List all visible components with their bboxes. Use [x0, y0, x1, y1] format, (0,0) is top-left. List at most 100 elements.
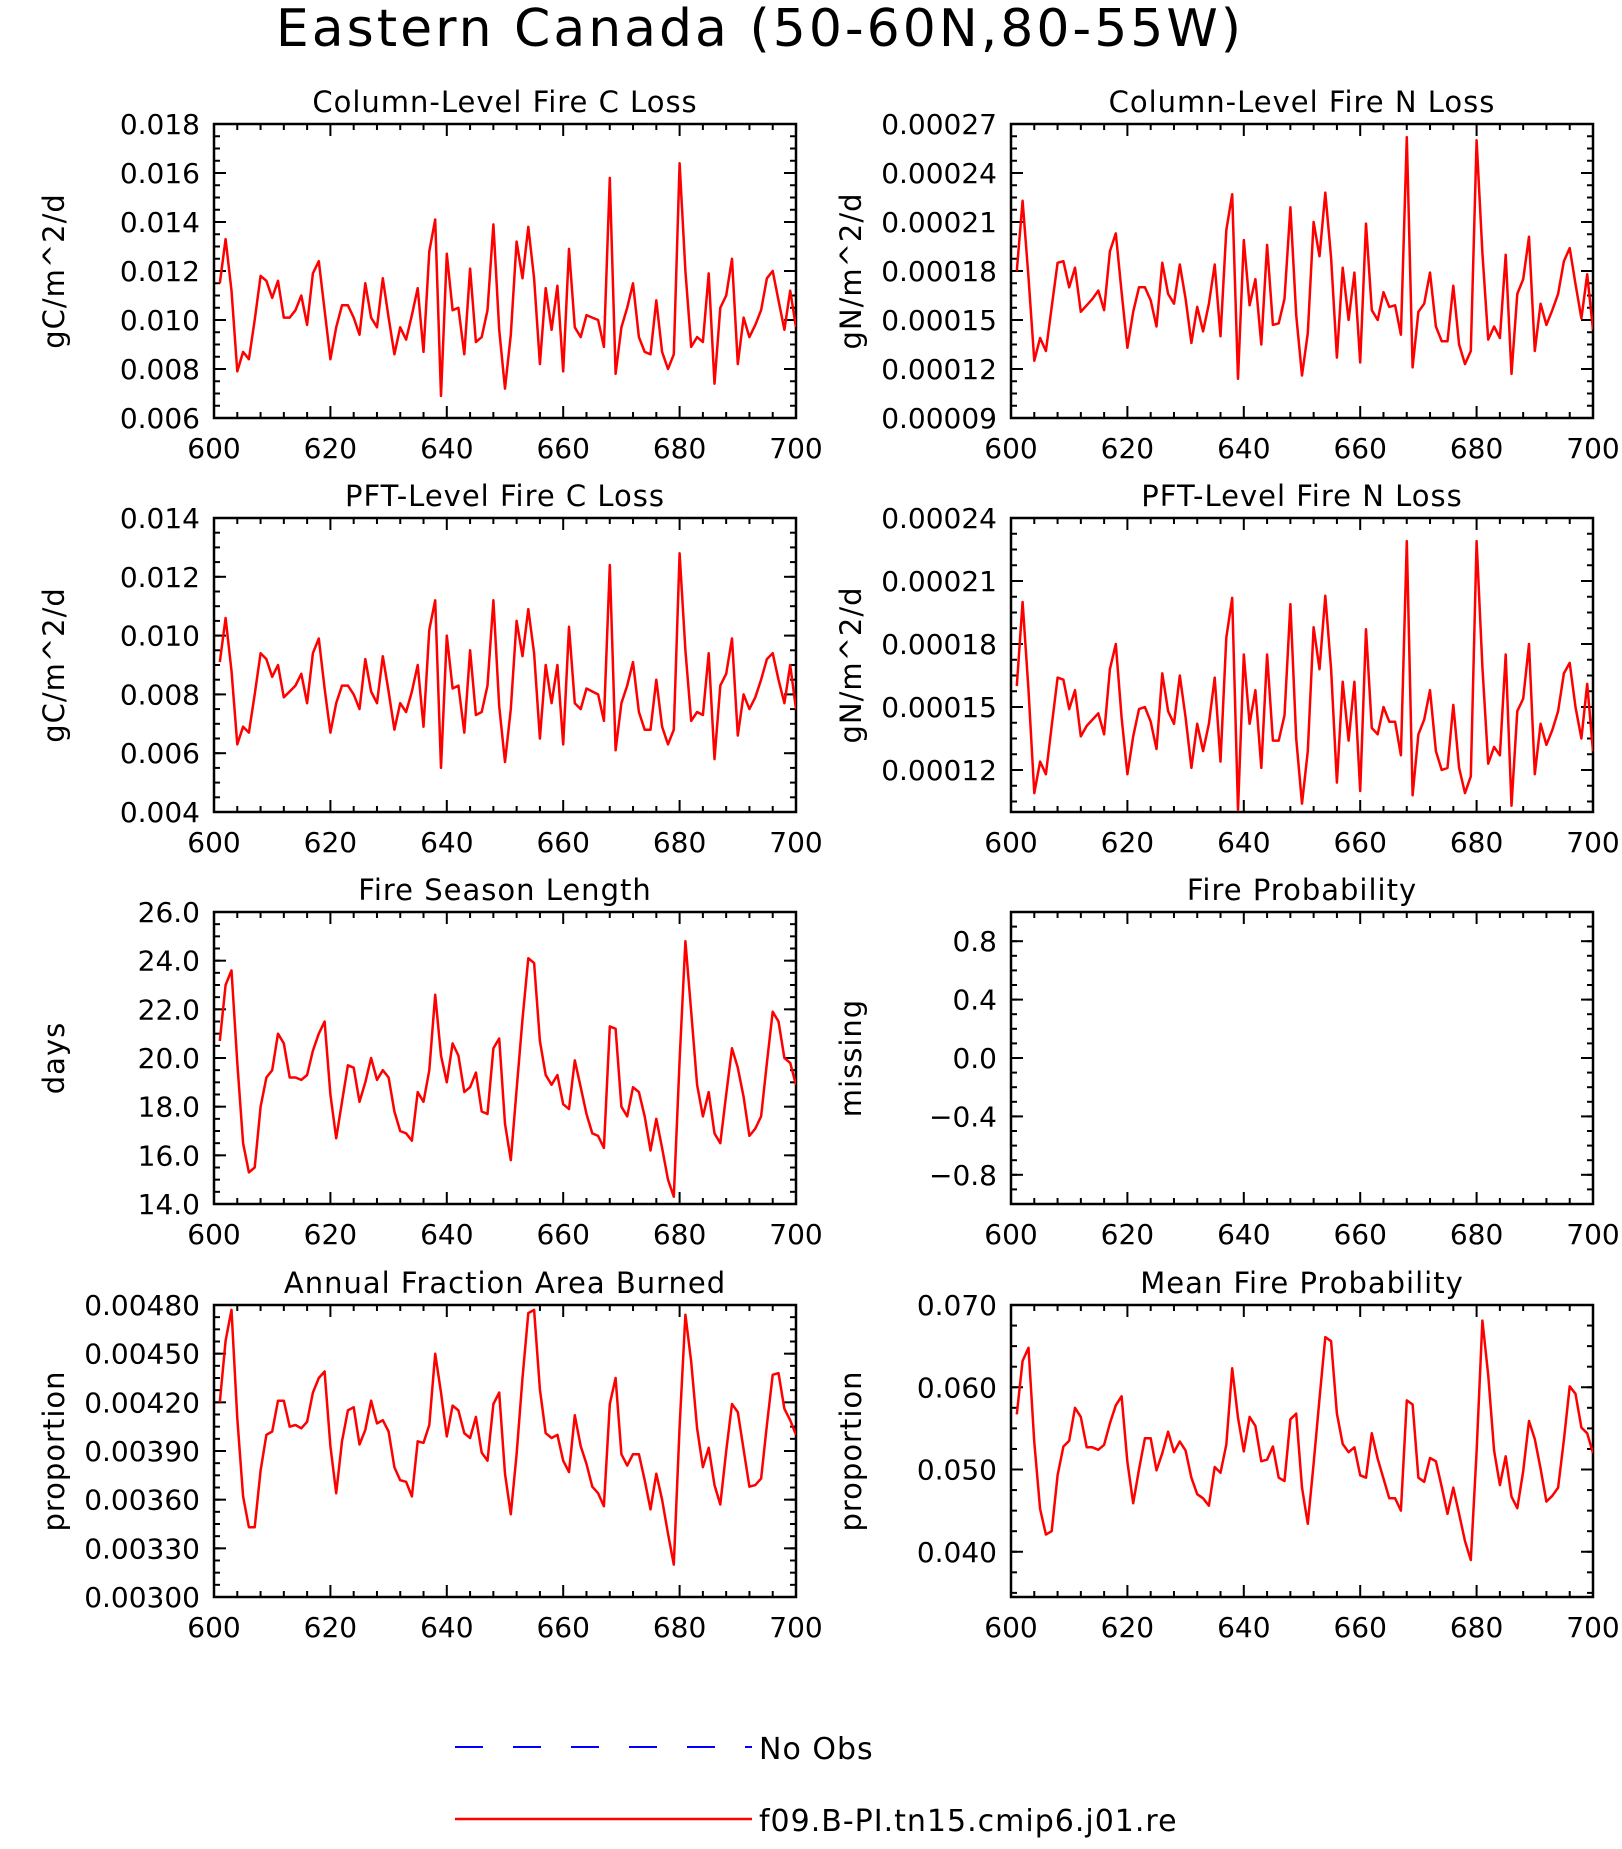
panel-5: 600 620 640 660 680 700 14.0 16.0 18.0 20.0 22.0 24… [37, 873, 823, 1251]
panel-title: Annual Fraction Area Burned [284, 1266, 726, 1300]
plot-frame [212, 910, 798, 1206]
y-tick-label: 14.0 [138, 1188, 200, 1221]
x-tick-label: 640 [420, 826, 473, 859]
panel-6: 600 620 640 660 680 700 −0.8 −0.4 0.0 0.4 0.8 Fire … [834, 873, 1620, 1251]
y-tick-label: 0.006 [120, 402, 200, 435]
plot-frame [1009, 910, 1595, 1206]
y-tick-label: 0.00390 [84, 1435, 200, 1468]
plot-frame [1009, 516, 1595, 814]
y-tick-label: 0.012 [120, 561, 200, 594]
x-tick-label: 620 [1101, 826, 1154, 859]
x-tick-label: 600 [984, 826, 1037, 859]
x-tick-label: 660 [1333, 432, 1386, 465]
x-tick-label: 640 [1217, 1611, 1270, 1644]
y-tick-label: 0.010 [120, 620, 200, 653]
y-tick-label: 22.0 [138, 993, 200, 1026]
panels-container: 600 620 640 660 680 700 0.006 0.008 0.010 0.012 0.… [37, 85, 1620, 1644]
x-tick-label: 620 [304, 1218, 357, 1251]
y-tick-label: 0.014 [120, 502, 200, 535]
x-tick-label: 600 [187, 432, 240, 465]
series-line [218, 1308, 796, 1566]
y-tick-label: 16.0 [138, 1139, 200, 1172]
y-tick-label: 0.00027 [881, 108, 997, 141]
y-tick-label: 0.00021 [881, 206, 997, 239]
x-tick-label: 680 [1450, 1218, 1503, 1251]
y-tick-label: 24.0 [138, 945, 200, 978]
panel-1: 600 620 640 660 680 700 0.006 0.008 0.010 0.012 0.… [37, 85, 823, 465]
y-tick-label: 0.00018 [881, 628, 997, 661]
panel-title: PFT-Level Fire N Loss [1141, 479, 1462, 513]
panel-title: Column-Level Fire N Loss [1109, 85, 1496, 119]
x-tick-label: 700 [1566, 826, 1619, 859]
y-tick-label: 0.0 [952, 1042, 997, 1075]
y-tick-label: 0.00300 [84, 1581, 200, 1614]
y-tick-label: 0.00021 [881, 565, 997, 598]
y-tick-label: 0.012 [120, 255, 200, 288]
y-tick-label: 20.0 [138, 1042, 200, 1075]
y-axis-label: days [37, 1022, 71, 1094]
panel-3: 600 620 640 660 680 700 0.004 0.006 0.008 0.010 0.… [37, 479, 823, 859]
series-line [1015, 135, 1593, 381]
figure-title: Eastern Canada (50-60N,80-55W) [276, 0, 1244, 59]
plot-frame [212, 122, 798, 420]
y-tick-label: 0.8 [952, 925, 997, 958]
x-tick-label: 660 [536, 826, 589, 859]
x-tick-label: 700 [1566, 432, 1619, 465]
series-line [1015, 1319, 1593, 1562]
x-tick-label: 600 [984, 1611, 1037, 1644]
x-tick-label: 660 [1333, 1218, 1386, 1251]
y-tick-label: −0.4 [929, 1100, 997, 1133]
y-tick-label: 0.00015 [881, 304, 997, 337]
y-tick-label: −0.8 [929, 1159, 997, 1192]
y-tick-label: 0.00024 [881, 157, 997, 190]
y-tick-label: 0.010 [120, 304, 200, 337]
x-tick-label: 620 [304, 826, 357, 859]
x-tick-label: 660 [536, 1218, 589, 1251]
y-tick-label: 0.00330 [84, 1532, 200, 1565]
series-line [218, 552, 796, 770]
x-tick-label: 680 [653, 432, 706, 465]
x-tick-label: 600 [984, 1218, 1037, 1251]
y-tick-label: 0.016 [120, 157, 200, 190]
x-tick-label: 620 [304, 432, 357, 465]
x-tick-label: 680 [1450, 1611, 1503, 1644]
x-tick-label: 620 [1101, 432, 1154, 465]
panel-title: Fire Season Length [358, 873, 651, 907]
y-tick-label: 0.00018 [881, 255, 997, 288]
y-tick-label: 0.00360 [84, 1484, 200, 1517]
x-tick-label: 600 [187, 1218, 240, 1251]
y-tick-label: 0.008 [120, 678, 200, 711]
y-tick-label: 26.0 [138, 896, 200, 929]
x-tick-label: 700 [769, 432, 822, 465]
x-tick-label: 640 [1217, 432, 1270, 465]
y-tick-label: 0.4 [952, 984, 997, 1017]
x-tick-label: 600 [984, 432, 1037, 465]
y-tick-label: 0.00450 [84, 1338, 200, 1371]
y-tick-label: 0.008 [120, 353, 200, 386]
y-tick-label: 0.014 [120, 206, 200, 239]
y-tick-label: 0.00480 [84, 1289, 200, 1322]
y-tick-label: 0.018 [120, 108, 200, 141]
y-axis-label: gC/m^2/d [37, 193, 71, 349]
y-tick-label: 0.006 [120, 737, 200, 770]
x-tick-label: 660 [1333, 826, 1386, 859]
y-tick-label: 0.00012 [881, 353, 997, 386]
y-axis-label: gC/m^2/d [37, 587, 71, 743]
x-tick-label: 700 [1566, 1218, 1619, 1251]
x-tick-label: 680 [653, 826, 706, 859]
y-tick-label: 0.00015 [881, 691, 997, 724]
x-tick-label: 700 [769, 826, 822, 859]
panel-title: PFT-Level Fire C Loss [345, 479, 665, 513]
x-tick-label: 640 [420, 1218, 473, 1251]
x-tick-label: 680 [1450, 432, 1503, 465]
x-tick-label: 640 [420, 432, 473, 465]
panel-title: Mean Fire Probability [1140, 1266, 1464, 1300]
x-tick-label: 600 [187, 826, 240, 859]
x-tick-label: 620 [1101, 1218, 1154, 1251]
x-tick-label: 680 [1450, 826, 1503, 859]
legend-obs-label: No Obs [759, 1732, 874, 1767]
x-tick-label: 680 [653, 1218, 706, 1251]
y-axis-label: proportion [834, 1370, 868, 1531]
panel-7: 600 620 640 660 680 700 0.00300 0.00330 0.00360 0… [37, 1266, 823, 1644]
